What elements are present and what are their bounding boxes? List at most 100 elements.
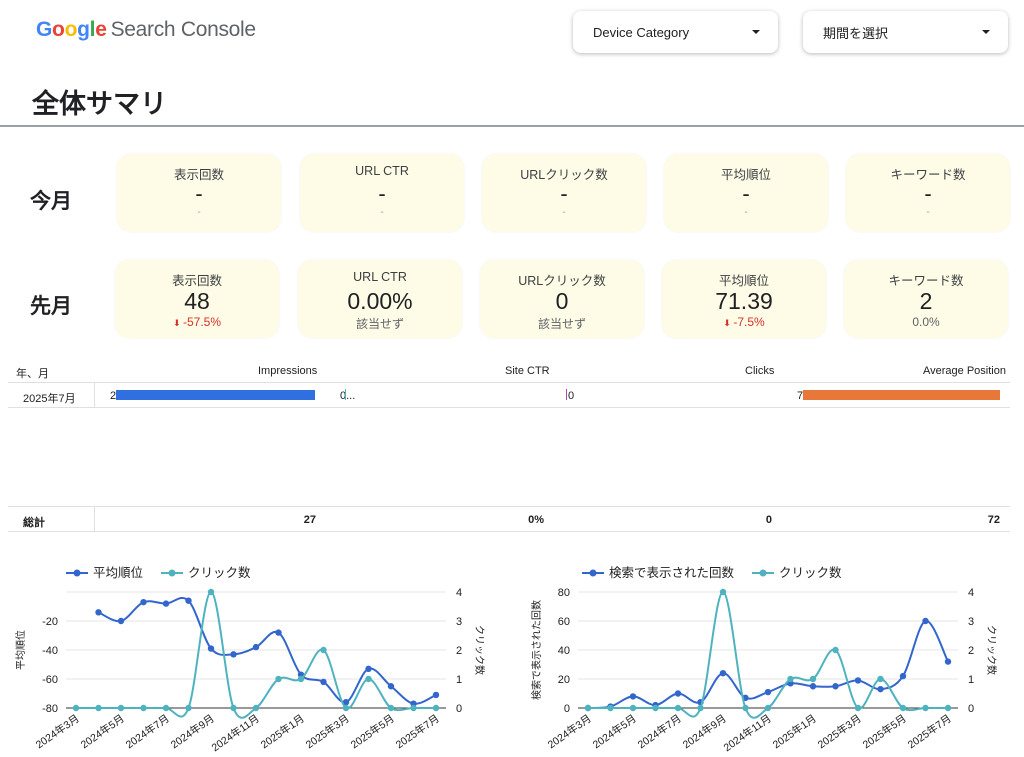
series-point <box>674 690 682 697</box>
series-point <box>809 683 817 690</box>
series-point <box>854 704 862 712</box>
table-header-site-ctr[interactable]: Site CTR <box>505 365 550 377</box>
series-point <box>342 699 350 706</box>
table-row-divider <box>8 407 1010 408</box>
kpi-card: URL CTR 0.00% 該当せず <box>298 260 462 338</box>
google-letter: e <box>95 18 107 41</box>
clicks-bar <box>566 389 567 400</box>
x-tick-label: 2025年3月 <box>815 712 864 751</box>
kpi-card: キーワード数 2 0.0% <box>844 260 1008 338</box>
table-total-label: 総計 <box>23 517 45 529</box>
series-point <box>365 675 372 683</box>
kpi-card-value: 0.00% <box>347 288 413 314</box>
series-point <box>629 704 637 712</box>
y-right-tick-label: 4 <box>968 587 974 599</box>
x-tick-label: 2025年5月 <box>348 712 397 751</box>
x-tick-label: 2025年3月 <box>303 712 352 751</box>
series-point <box>719 670 727 677</box>
kpi-card-delta: - <box>926 207 930 218</box>
table-col-divider <box>94 383 95 407</box>
x-tick-label: 2024年11月 <box>209 712 262 754</box>
kpi-card-value: 48 <box>184 288 210 314</box>
y-left-tick-label: 80 <box>558 587 570 599</box>
table-total-position: 72 <box>987 514 1000 526</box>
kpi-card-label: URLクリック数 <box>518 274 606 288</box>
y-left-axis-title: 検索で表示された回数 <box>530 600 543 700</box>
table-header-month[interactable]: 年、月 <box>16 368 49 380</box>
x-tick-label: 2025年5月 <box>860 712 909 751</box>
y-right-tick-label: 0 <box>456 703 462 715</box>
series-point <box>252 643 260 651</box>
y-right-tick-label: 3 <box>968 616 974 628</box>
kpi-card-label: URL CTR <box>353 270 407 284</box>
series-point <box>207 645 215 652</box>
period-select-label: 期間を選択 <box>823 25 889 41</box>
ctr-bar <box>345 389 346 400</box>
table-header-average-position[interactable]: Average Position <box>923 365 1006 377</box>
series-point <box>342 704 350 712</box>
series-point <box>140 704 147 712</box>
google-letter: G <box>36 18 53 41</box>
table-header-impressions[interactable]: Impressions <box>258 365 318 377</box>
series-point <box>607 704 614 712</box>
period-select-dropdown[interactable]: 期間を選択 <box>803 11 1008 53</box>
legend-marker <box>168 569 176 577</box>
table-header-clicks[interactable]: Clicks <box>745 365 775 377</box>
series-point <box>275 629 282 636</box>
series-point <box>697 704 704 712</box>
kpi-card-label: 平均順位 <box>720 168 771 182</box>
series-point <box>95 704 102 712</box>
y-left-tick-label: 40 <box>558 645 570 657</box>
y-right-axis-title: クリック数 <box>985 625 998 675</box>
kpi-card-delta: - <box>197 207 201 218</box>
y-right-tick-label: 4 <box>456 587 462 599</box>
x-tick-label: 2025年1月 <box>258 712 307 751</box>
kpi-card-delta: 該当せず <box>355 317 404 331</box>
kpi-card-value: - <box>560 181 568 206</box>
device-category-dropdown[interactable]: Device Category <box>573 11 778 53</box>
x-tick-label: 2025年7月 <box>905 712 954 751</box>
series-point <box>764 704 772 712</box>
last-month-label: 先月 <box>30 295 72 318</box>
search-console-logo: Google Search Console <box>36 18 256 46</box>
chevron-down-icon <box>752 30 760 34</box>
arrow-down-icon: ⬇ <box>723 318 734 328</box>
series-point <box>230 651 237 658</box>
kpi-card-delta: - <box>744 207 748 218</box>
y-right-tick-label: 3 <box>456 616 462 628</box>
series-point <box>320 678 327 686</box>
x-tick-label: 2024年3月 <box>545 712 594 751</box>
google-letter: o <box>52 18 65 41</box>
kpi-card-value: 71.39 <box>715 288 773 314</box>
kpi-card-label: 平均順位 <box>718 274 769 288</box>
series-point <box>854 677 862 684</box>
series-point <box>787 675 794 683</box>
series-point <box>162 704 170 712</box>
series-point <box>944 704 952 712</box>
legend-marker <box>589 569 597 577</box>
y-left-tick-label: -20 <box>42 616 58 628</box>
kpi-card: 平均順位 71.39 ⬇ -7.5% <box>662 260 826 338</box>
kpi-card-label: キーワード数 <box>890 168 966 182</box>
y-left-tick-label: 20 <box>558 674 570 686</box>
series-point <box>832 683 839 690</box>
series-point <box>297 675 305 683</box>
legend-label: クリック数 <box>779 565 842 580</box>
table-total-divider <box>8 506 1010 507</box>
series-point <box>365 665 372 673</box>
series-point <box>922 704 929 712</box>
kpi-card-delta: - <box>562 207 566 218</box>
kpi-card-delta: 該当せず <box>537 317 586 331</box>
series-point <box>742 704 749 712</box>
x-tick-label: 2025年7月 <box>393 712 442 751</box>
kpi-card-label: 表示回数 <box>173 168 224 182</box>
series-point <box>410 704 417 712</box>
series-point <box>922 617 929 625</box>
kpi-card: URLクリック数 - - <box>482 154 646 232</box>
series-point <box>432 704 440 712</box>
series-point <box>944 658 952 665</box>
y-left-axis-title: 平均順位 <box>14 630 27 670</box>
y-right-tick-label: 0 <box>968 703 974 715</box>
series-point <box>899 672 907 680</box>
